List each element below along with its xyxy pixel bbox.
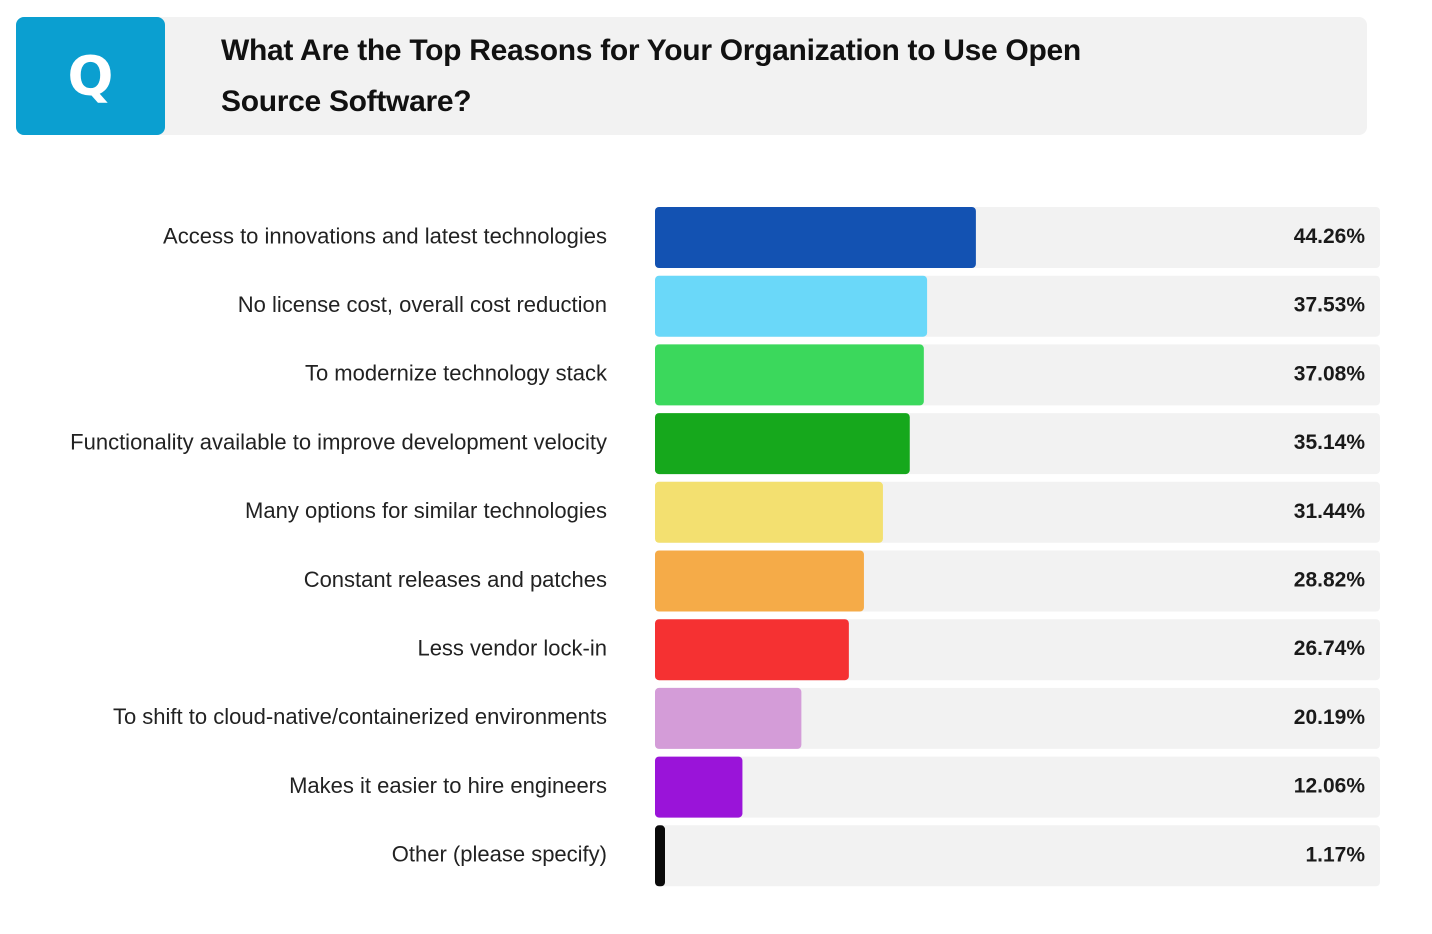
value-label: 20.19%: [1294, 706, 1366, 729]
category-label: Many options for similar technologies: [245, 498, 607, 523]
bar: [655, 481, 883, 543]
bar: [655, 207, 976, 268]
category-label: No license cost, overall cost reduction: [238, 292, 607, 317]
bar-track: [655, 825, 1380, 887]
bar: [655, 550, 864, 612]
bar: [655, 825, 665, 887]
category-label: Less vendor lock-in: [417, 636, 607, 661]
value-label: 37.53%: [1294, 294, 1366, 317]
value-label: 26.74%: [1294, 637, 1366, 660]
category-label: Access to innovations and latest technol…: [163, 223, 607, 248]
question-header: Q What Are the Top Reasons for Your Orga…: [16, 17, 1367, 135]
question-badge: Q: [16, 17, 165, 135]
category-label: Constant releases and patches: [304, 567, 607, 592]
value-label: 35.14%: [1294, 431, 1366, 454]
bar: [655, 619, 849, 681]
category-label: Makes it easier to hire engineers: [289, 773, 607, 798]
value-label: 31.44%: [1294, 500, 1366, 523]
category-label: Other (please specify): [392, 842, 607, 867]
value-label: 44.26%: [1294, 225, 1366, 248]
bar: [655, 344, 924, 406]
value-label: 1.17%: [1305, 843, 1365, 866]
value-label: 12.06%: [1294, 775, 1366, 798]
bar-track: [655, 756, 1380, 818]
bar: [655, 756, 743, 818]
bar-track: [655, 687, 1380, 749]
category-label: Functionality available to improve devel…: [70, 429, 607, 454]
value-label: 28.82%: [1294, 569, 1366, 592]
bar: [655, 275, 928, 337]
value-label: 37.08%: [1294, 362, 1366, 385]
bar: [655, 687, 802, 749]
category-label: To shift to cloud-native/containerized e…: [113, 704, 607, 729]
page-title: What Are the Top Reasons for Your Organi…: [221, 34, 1081, 118]
category-label: To modernize technology stack: [305, 361, 608, 386]
bar: [655, 413, 910, 475]
